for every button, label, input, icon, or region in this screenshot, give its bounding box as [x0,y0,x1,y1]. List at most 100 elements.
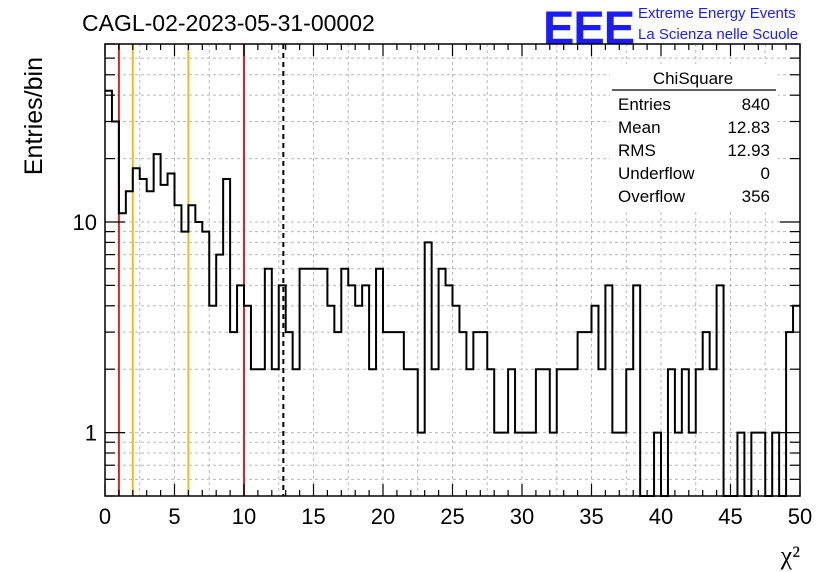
histogram-bin [244,306,251,496]
histogram-bin [258,369,265,496]
histogram-bin [501,433,508,496]
histogram-bin [758,433,765,496]
histogram-bin [133,168,140,496]
histogram-bin [508,369,515,496]
histogram-bin [168,173,175,496]
histogram-bin [772,433,779,496]
histogram-bin [314,269,321,496]
histogram-bin [439,269,446,496]
x-tick-label: 25 [440,504,464,529]
stats-row-value: 840 [742,95,770,114]
histogram-bin [202,232,209,496]
histogram-bin [272,369,279,496]
histogram-bin [633,285,640,496]
histogram-bin [320,269,327,496]
histogram-bin [383,332,390,496]
histogram-bin [675,433,682,496]
histogram-bin [682,369,689,496]
x-tick-label: 20 [371,504,395,529]
histogram-bin [571,369,578,496]
histogram-bin [376,269,383,496]
stats-row-label: Entries [618,95,671,114]
histogram-bin [432,369,439,496]
histogram-bin [703,332,710,496]
histogram-bin [710,369,717,496]
histogram-bin [578,332,585,496]
x-tick-label: 45 [718,504,742,529]
histogram-bin [369,369,376,496]
histogram-bin [175,205,182,496]
histogram-bin [696,369,703,496]
histogram-bin [522,433,529,496]
histogram-bin [536,369,543,496]
histogram-bin [126,191,133,496]
histogram-bin [230,332,237,496]
histogram-bin [446,285,453,496]
histogram-bin [585,332,592,496]
stats-row-value: 12.93 [727,141,770,160]
histogram-bin [293,369,300,496]
stats-row-label: Overflow [618,187,686,206]
histogram-bin [480,332,487,496]
histogram-bin [605,285,612,496]
histogram-bin [334,332,341,496]
page-title: CAGL-02-2023-05-31-00002 [82,10,375,36]
x-axis-label: χ² [780,541,801,570]
histogram-bin [390,332,397,496]
histogram-bin [619,433,626,496]
histogram-bin [188,205,195,496]
histogram-bin [154,154,161,496]
histogram-bin [557,369,564,496]
histogram-bin [598,369,605,496]
histogram-bin [751,433,758,496]
histogram-bin [689,433,696,496]
y-axis-label: Entries/bin [20,57,48,175]
histogram-bin [717,285,724,496]
histogram-bin [119,213,126,496]
histogram-bin [195,222,202,496]
histogram-bin [612,433,619,496]
histogram-outline [105,89,800,497]
y-tick-label: 1 [85,421,97,446]
histogram-bin [654,433,661,496]
histogram-bin [348,285,355,496]
x-tick-label: 15 [301,504,325,529]
histogram-bin [147,191,154,496]
logo-subtitle-line2: La Scienza nelle Scuole [638,26,799,43]
histogram-bin [529,433,536,496]
tick-labels: 0 5 10 15 20 25 30 35 40 45 50 1 10 [73,210,813,529]
x-tick-label: 5 [168,504,180,529]
stats-row-label: RMS [618,141,656,160]
stats-row-value: 0 [761,164,770,183]
histogram-bin [105,91,112,496]
histogram-bin [550,433,557,496]
logo-subtitle-line1: Extreme Energy Events [638,5,796,22]
histogram-bin [453,306,460,496]
x-tick-label: 35 [579,504,603,529]
histogram-bin [265,269,272,496]
histogram-bin [286,332,293,496]
x-tick-label: 0 [99,504,111,529]
histogram-bin [279,285,286,496]
x-tick-label: 30 [510,504,534,529]
stats-row-value: 12.83 [727,118,770,137]
histogram-bin [112,122,119,496]
histogram-bin [355,306,362,496]
histogram-bin [307,269,314,496]
histogram-bin [466,369,473,496]
histogram-bin [543,369,550,496]
axis-ticks [104,43,801,497]
histogram-bin [494,433,501,496]
histogram-bin [459,332,466,496]
histogram-bin [487,369,494,496]
x-tick-label: 40 [649,504,673,529]
histogram-bin [161,185,168,496]
y-tick-label: 10 [73,210,97,235]
histogram-bin [237,285,244,496]
stats-row-label: Underflow [618,164,695,183]
histogram-bin [425,242,432,496]
histogram-bin [251,369,258,496]
histogram-bin [181,232,188,496]
histogram-bin [362,285,369,496]
